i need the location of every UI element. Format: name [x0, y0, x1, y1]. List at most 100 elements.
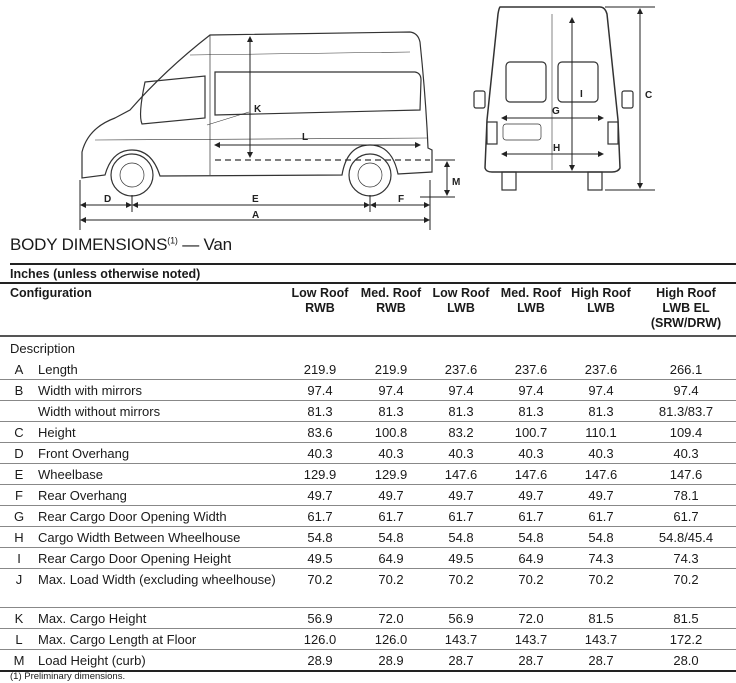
- cell-value: 40.3: [284, 442, 356, 464]
- label-h: H: [553, 143, 560, 154]
- cell-value: 126.0: [284, 628, 356, 650]
- row-label: Length: [38, 359, 284, 380]
- cell-value: 147.6: [496, 463, 566, 485]
- row-label: Max. Load Width (excluding wheelhouse): [38, 568, 284, 608]
- header-row: Configuration Low Roof RWB Med. Roof RWB L…: [0, 283, 736, 336]
- cell-value: 49.7: [566, 484, 636, 506]
- cell-value: 28.9: [284, 649, 356, 672]
- cell-value: 97.4: [356, 379, 426, 401]
- cell-value: 28.7: [496, 649, 566, 672]
- row-letter: M: [0, 649, 38, 672]
- row-letter: F: [0, 484, 38, 506]
- cell-value: 81.3: [426, 400, 496, 422]
- cell-value: 70.2: [566, 568, 636, 608]
- column-header: Med. Roof LWB: [500, 286, 562, 315]
- column-header: High Roof LWB: [571, 286, 631, 315]
- table-row: J Max. Load Width (excluding wheelhouse) 7…: [0, 568, 736, 608]
- cell-value: 61.7: [426, 505, 496, 527]
- cell-value: 74.3: [566, 547, 636, 569]
- cell-value: 81.3: [356, 400, 426, 422]
- cell-value: 49.7: [284, 484, 356, 506]
- row-label: Load Height (curb): [38, 649, 284, 672]
- cell-value: 56.9: [284, 607, 356, 629]
- cell-value: 81.5: [636, 607, 736, 629]
- row-letter: B: [0, 379, 38, 401]
- cell-value: 143.7: [426, 628, 496, 650]
- label-c: C: [645, 90, 652, 101]
- cell-value: 61.7: [566, 505, 636, 527]
- table-row: B Width with mirrors 97.4 97.4 97.4 97.4 97.4 9…: [0, 379, 736, 401]
- config-header: Configuration: [10, 286, 92, 300]
- cell-value: 97.4: [284, 379, 356, 401]
- table-row: A Length 219.9 219.9 237.6 237.6 237.6 266.1: [0, 359, 736, 380]
- column-header: Low Roof RWB: [291, 286, 349, 315]
- table-row: Width without mirrors 81.3 81.3 81.3 81.3 81.…: [0, 400, 736, 422]
- cell-value: 83.6: [284, 421, 356, 443]
- cell-value: 70.2: [426, 568, 496, 608]
- cell-value: 49.7: [496, 484, 566, 506]
- cell-value: 40.3: [566, 442, 636, 464]
- label-k: K: [254, 104, 262, 115]
- cell-value: 81.5: [566, 607, 636, 629]
- cell-value: 40.3: [426, 442, 496, 464]
- cell-value: 40.3: [356, 442, 426, 464]
- table-row: E Wheelbase 129.9 129.9 147.6 147.6 147.6 147.6: [0, 463, 736, 485]
- page-title: BODY DIMENSIONS(1) — Van: [10, 235, 232, 255]
- row-letter: H: [0, 526, 38, 548]
- cell-value: 61.7: [636, 505, 736, 527]
- table-row: I Rear Cargo Door Opening Height 49.5 64.9 4…: [0, 547, 736, 569]
- cell-value: 237.6: [496, 359, 566, 380]
- cell-value: 83.2: [426, 421, 496, 443]
- cell-value: 54.8: [566, 526, 636, 548]
- van-dimension-drawing: K L M D E F A G H I C: [79, 6, 655, 230]
- cell-value: 61.7: [356, 505, 426, 527]
- cell-value: 72.0: [496, 607, 566, 629]
- cell-value: 109.4: [636, 421, 736, 443]
- cell-value: 100.7: [496, 421, 566, 443]
- cell-value: 237.6: [426, 359, 496, 380]
- label-l: L: [302, 132, 308, 143]
- table-row: C Height 83.6 100.8 83.2 100.7 110.1 109.4: [0, 421, 736, 443]
- row-label: Max. Cargo Height: [38, 607, 284, 629]
- cell-value: 28.0: [636, 649, 736, 672]
- row-letter: G: [0, 505, 38, 527]
- cell-value: 72.0: [356, 607, 426, 629]
- table-row: M Load Height (curb) 28.9 28.9 28.7 28.7 28.7 2…: [0, 649, 736, 672]
- cell-value: 28.9: [356, 649, 426, 672]
- cell-value: 49.7: [426, 484, 496, 506]
- row-label: Max. Cargo Length at Floor: [38, 628, 284, 650]
- label-m: M: [452, 177, 460, 188]
- table-row: G Rear Cargo Door Opening Width 61.7 61.7 61…: [0, 505, 736, 527]
- cell-value: 219.9: [284, 359, 356, 380]
- cell-value: 61.7: [284, 505, 356, 527]
- cell-value: 81.3: [284, 400, 356, 422]
- label-a: A: [252, 210, 259, 221]
- row-label: Wheelbase: [38, 463, 284, 485]
- cell-value: 78.1: [636, 484, 736, 506]
- cell-value: 147.6: [426, 463, 496, 485]
- cell-value: 74.3: [636, 547, 736, 569]
- cell-value: 147.6: [636, 463, 736, 485]
- row-letter: E: [0, 463, 38, 485]
- cell-value: 97.4: [426, 379, 496, 401]
- column-header: Low Roof LWB: [432, 286, 490, 315]
- table-row: H Cargo Width Between Wheelhouse 54.8 54.8 5…: [0, 526, 736, 548]
- row-label: Rear Cargo Door Opening Height: [38, 547, 284, 569]
- table-row: F Rear Overhang 49.7 49.7 49.7 49.7 49.7 78.1: [0, 484, 736, 506]
- title-text: BODY DIMENSIONS: [10, 235, 168, 254]
- row-label: Rear Overhang: [38, 484, 284, 506]
- cell-value: 97.4: [496, 379, 566, 401]
- row-letter: K: [0, 607, 38, 629]
- cell-value: 56.9: [426, 607, 496, 629]
- rear-dimension-lines: [501, 6, 655, 191]
- cell-value: 126.0: [356, 628, 426, 650]
- cell-value: 81.3: [496, 400, 566, 422]
- table-row: D Front Overhang 40.3 40.3 40.3 40.3 40.3 40.3: [0, 442, 736, 464]
- cell-value: 147.6: [566, 463, 636, 485]
- cell-value: 54.8: [284, 526, 356, 548]
- row-letter: [0, 400, 38, 422]
- row-label: Cargo Width Between Wheelhouse: [38, 526, 284, 548]
- column-header: High Roof LWB EL (SRW/DRW): [650, 286, 722, 330]
- cell-value: 49.7: [356, 484, 426, 506]
- side-dimension-lines: [79, 36, 455, 230]
